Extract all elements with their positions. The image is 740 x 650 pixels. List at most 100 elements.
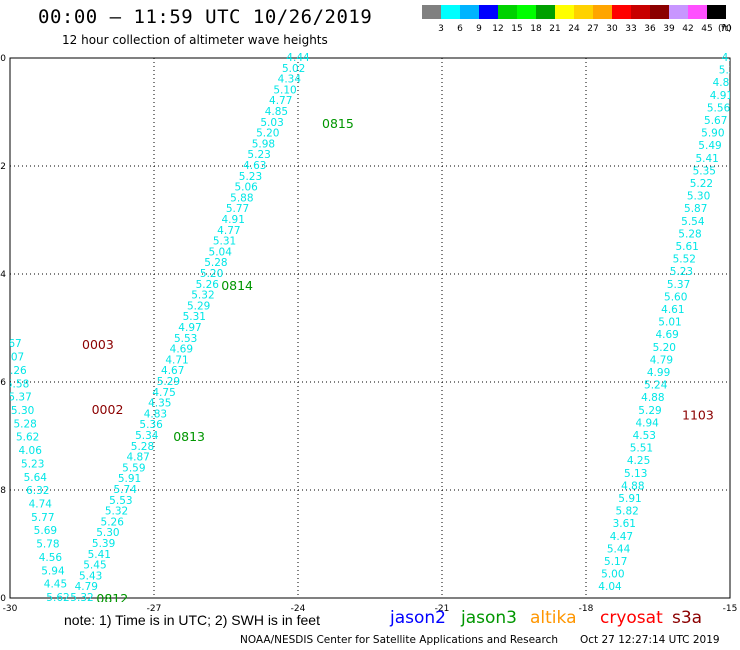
- wave-height-value: 4.44: [286, 52, 310, 64]
- chart-subtitle: 12 hour collection of altimeter wave hei…: [62, 33, 328, 47]
- x-tick-label: -30: [3, 604, 18, 614]
- wave-height-value: 5.94: [41, 565, 65, 577]
- wave-height-value: 5.23: [239, 171, 262, 183]
- wave-height-value: 5.32: [191, 290, 214, 302]
- legend-swatch: [498, 5, 517, 19]
- wave-height-value: 5.30: [96, 527, 119, 539]
- wave-height-value: 5.35: [693, 165, 716, 177]
- x-tick-label: -21: [435, 604, 450, 614]
- wave-height-value: 4.75: [152, 387, 175, 399]
- wave-height-value: 5.28: [204, 257, 227, 269]
- wave-height-value: 5.77: [31, 512, 54, 524]
- legend-label: 39: [663, 24, 675, 34]
- wave-height-value: 4.79: [75, 581, 98, 593]
- wave-height-value: 5.90: [701, 128, 724, 140]
- footer-note: note: 1) Time is in UTC; 2) SWH is in fe…: [64, 612, 320, 628]
- wave-height-value: 5.39: [92, 538, 115, 550]
- legend-swatch: [574, 5, 593, 19]
- wave-height-value: 4.99: [647, 367, 670, 379]
- wave-height-value: 4.53: [633, 430, 656, 442]
- wave-height-value: 5.53: [109, 495, 132, 507]
- mission-jason2: jason2: [390, 608, 446, 628]
- legend-label: 6: [457, 24, 463, 34]
- wave-height-value: 4.71: [165, 354, 188, 366]
- legend-swatch: [669, 5, 688, 19]
- legend-label: 36: [644, 24, 656, 34]
- wave-height-value: 5.28: [678, 228, 701, 240]
- legend-swatch: [422, 5, 441, 19]
- legend-unit: (ft): [718, 24, 732, 34]
- chart-title: 00:00 – 11:59 UTC 10/26/2019: [38, 6, 373, 28]
- wave-height-value: 5.36: [139, 419, 163, 431]
- wave-height-value: 4.79: [650, 354, 673, 366]
- legend-swatch: [593, 5, 612, 19]
- wave-height-value: 5.30: [11, 405, 34, 417]
- wave-height-value: 5.10: [273, 84, 296, 96]
- wave-height-value: 5.77: [226, 203, 249, 215]
- credit-line: NOAA/NESDIS Center for Satellite Applica…: [240, 634, 558, 646]
- wave-height-value: 5.43: [79, 570, 102, 582]
- wave-height-value: 5.26: [101, 516, 125, 528]
- wave-height-value: 5.32: [105, 506, 128, 518]
- legend-swatch: [460, 5, 479, 19]
- wave-height-value: 5.29: [187, 300, 210, 312]
- wave-height-value: 4.74: [29, 498, 53, 510]
- y-tick-label: -4: [0, 270, 6, 280]
- pass-time-label: 0003: [82, 337, 114, 352]
- wave-height-value: 4.47: [610, 531, 633, 543]
- wave-height-value: 4.83: [144, 408, 167, 420]
- wave-height-value: 5.98: [252, 138, 275, 150]
- wave-height-value: 5.45: [83, 560, 106, 572]
- wave-height-value: 5.56: [707, 102, 731, 114]
- x-tick-label: -27: [147, 604, 162, 614]
- wave-height-value: 5.69: [34, 525, 57, 537]
- legend-swatch: [612, 5, 631, 19]
- legend-label: 30: [606, 24, 618, 34]
- wave-height-value: 5.58: [6, 378, 29, 390]
- wave-height-value: 4.61: [661, 304, 684, 316]
- wave-height-value: 5.20: [200, 268, 223, 280]
- wave-height-value: 4.77: [269, 95, 292, 107]
- wave-height-value: 4.34: [278, 74, 302, 86]
- wave-height-value: 4.88: [641, 392, 664, 404]
- wave-height-value: 5.62: [46, 592, 69, 604]
- pass-time-label: 1103: [682, 407, 714, 422]
- wave-height-value: 5.06: [234, 182, 258, 194]
- wave-height-value: 5.91: [118, 473, 141, 485]
- wave-height-value: 5.78: [36, 539, 59, 551]
- wave-height-value: 4.87: [126, 452, 149, 464]
- wave-height-value: 4.69: [655, 329, 678, 341]
- wave-height-value: 5.04: [209, 246, 233, 258]
- wave-height-value: 5.62: [16, 432, 39, 444]
- wave-height-value: 4.56: [39, 552, 63, 564]
- wave-height-value: 5.54: [681, 216, 705, 228]
- wave-height-value: 5.23: [670, 266, 693, 278]
- wave-height-value: 5.17: [604, 556, 627, 568]
- wave-height-value: 5.28: [131, 441, 154, 453]
- mission-altika: altika: [530, 608, 577, 628]
- x-tick-label: -15: [723, 604, 738, 614]
- wave-height-value: 5.24: [644, 380, 668, 392]
- wave-height-value: 4.67: [161, 365, 184, 377]
- x-tick-label: -24: [291, 604, 306, 614]
- legend-label: 15: [511, 24, 522, 34]
- wave-height-value: 5.59: [122, 462, 145, 474]
- pass-time-label: 11: [730, 213, 740, 228]
- wave-height-value: 5.30: [687, 191, 710, 203]
- plot-frame: [9, 57, 731, 599]
- wave-height-value: 5.00: [601, 569, 624, 581]
- wave-height-value: 5.01: [658, 317, 681, 329]
- wave-height-value: 4.69: [170, 344, 193, 356]
- wave-height-value: 4.1: [722, 52, 739, 64]
- x-tick-label: -18: [579, 604, 594, 614]
- y-tick-label: -8: [0, 486, 6, 496]
- wave-height-value: 4.67: [0, 338, 22, 350]
- wave-height-value: 5.20: [653, 342, 676, 354]
- pass-time-label: 0813: [173, 429, 205, 444]
- legend-label: 45: [701, 24, 712, 34]
- legend-label: 24: [568, 24, 580, 34]
- wave-height-value: 4.85: [265, 106, 288, 118]
- wave-height-value: 5.61: [675, 241, 698, 253]
- wave-height-value: 5.20: [256, 128, 279, 140]
